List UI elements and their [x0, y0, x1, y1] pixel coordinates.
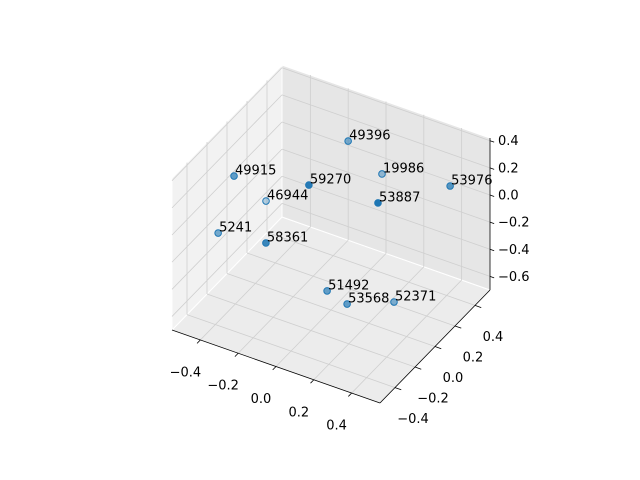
x-tick — [348, 392, 352, 397]
point — [230, 172, 238, 180]
point — [374, 199, 382, 207]
grid-line — [281, 67, 491, 142]
y-tick — [414, 366, 422, 370]
grid-line — [171, 94, 283, 209]
y-tick-label: 0.4 — [483, 330, 504, 345]
x-tick — [234, 352, 239, 357]
z-tick-label: −0.6 — [498, 270, 530, 285]
point — [446, 182, 454, 190]
grid-line — [171, 121, 283, 236]
grid-line — [186, 314, 396, 388]
point — [262, 197, 270, 205]
point-label: 53887 — [379, 190, 420, 205]
y-tick-label: −0.4 — [397, 412, 429, 427]
grid-line — [281, 203, 491, 277]
grid-line — [171, 203, 283, 317]
y-tick-label: −0.2 — [417, 392, 449, 407]
point — [323, 287, 331, 295]
x-tick-label: 0.4 — [326, 419, 347, 434]
y-tick — [434, 346, 442, 350]
z-tick — [489, 276, 495, 279]
y-tick — [454, 325, 462, 329]
grid-line — [226, 273, 436, 347]
x-tick-label: −0.4 — [170, 365, 202, 380]
z-tick — [489, 248, 495, 252]
z-tick-label: 0.4 — [498, 134, 519, 149]
y-tick-label: 0.0 — [443, 371, 464, 386]
z-tick — [489, 140, 495, 143]
point-label: 52371 — [395, 290, 436, 305]
x-tick-label: 0.0 — [251, 392, 272, 407]
grid-line — [171, 67, 283, 181]
point — [305, 181, 313, 189]
z-tick — [489, 167, 495, 170]
point — [390, 298, 398, 306]
z-tick-label: −0.4 — [498, 243, 530, 258]
point-label: 53976 — [451, 174, 492, 189]
point — [262, 239, 270, 247]
point-label: 58361 — [267, 230, 308, 245]
point-label: 5241 — [219, 221, 252, 236]
grid-line — [171, 176, 283, 290]
point-label: 59270 — [310, 173, 351, 188]
z-tick-label: 0.2 — [498, 161, 519, 176]
grid-line — [171, 148, 283, 263]
point — [343, 300, 351, 308]
z-tick — [489, 221, 495, 224]
grid-line — [246, 252, 456, 327]
y-tick — [394, 387, 402, 391]
grid-line — [266, 232, 476, 306]
point — [378, 170, 386, 178]
grid-line — [281, 175, 491, 250]
y-tick-label: 0.2 — [463, 350, 484, 365]
point-label: 49915 — [235, 164, 276, 179]
z-tick — [489, 194, 495, 197]
point-label: 19986 — [383, 161, 424, 176]
z-tick-label: 0.0 — [498, 189, 519, 204]
y-tick — [474, 305, 482, 308]
grid-line — [281, 121, 491, 196]
point-label: 53568 — [348, 292, 389, 307]
x-tick-label: 0.2 — [288, 405, 309, 420]
point-label: 51492 — [328, 278, 369, 293]
x-tick — [196, 339, 201, 344]
axis-line — [171, 329, 381, 404]
x-tick — [272, 366, 277, 371]
point-label: 49396 — [349, 129, 390, 144]
grid-line — [281, 148, 491, 223]
z-tick-label: −0.2 — [498, 216, 530, 231]
point-label: 46944 — [267, 189, 308, 204]
x-tick — [310, 379, 315, 384]
grid-line — [281, 94, 491, 169]
x-tick-label: −0.2 — [207, 379, 239, 394]
grid-line — [206, 293, 416, 368]
point — [344, 137, 352, 145]
axis-line — [379, 289, 491, 404]
point — [214, 229, 222, 237]
